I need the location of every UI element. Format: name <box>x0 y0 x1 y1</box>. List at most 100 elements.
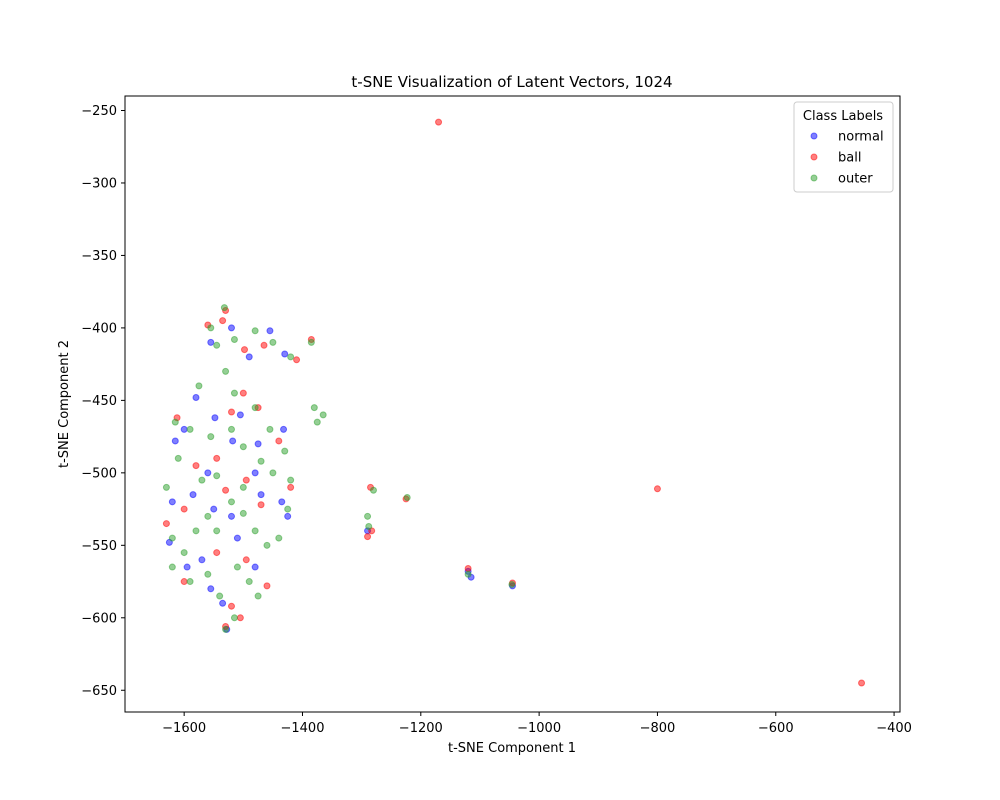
point-ball-25 <box>242 556 250 564</box>
series-normal <box>165 324 516 633</box>
y-tick-label: −650 <box>81 684 117 699</box>
point-outer-10 <box>230 389 238 397</box>
point-normal-2 <box>245 353 253 361</box>
point-ball-32 <box>364 533 372 541</box>
point-outer-38 <box>275 534 283 542</box>
point-ball-20 <box>257 501 265 509</box>
legend: Class Labels normal ball outer <box>793 101 894 193</box>
point-outer-29 <box>168 534 176 542</box>
point-outer-46 <box>230 614 238 622</box>
point-ball-22 <box>162 520 170 528</box>
point-outer-15 <box>319 411 327 419</box>
legend-marker-normal <box>810 132 818 140</box>
point-normal-10 <box>171 437 179 445</box>
legend-label-outer: outer <box>838 172 873 187</box>
point-normal-20 <box>278 498 286 506</box>
point-ball-18 <box>180 505 188 513</box>
legend-label-normal: normal <box>838 130 884 145</box>
point-ball-28 <box>236 614 244 622</box>
point-outer-40 <box>186 578 194 586</box>
legend-label-ball: ball <box>838 151 861 166</box>
point-normal-14 <box>251 469 259 477</box>
point-normal-16 <box>189 491 197 499</box>
y-tick-label: −600 <box>81 611 117 626</box>
point-outer-11 <box>251 404 259 412</box>
point-outer-5 <box>269 338 277 346</box>
point-outer-27 <box>287 476 295 484</box>
series-outer <box>162 304 516 633</box>
point-normal-6 <box>211 414 219 422</box>
point-normal-17 <box>210 505 218 513</box>
point-outer-9 <box>222 367 230 375</box>
point-ball-21 <box>287 483 295 491</box>
point-ball-0 <box>435 118 443 126</box>
y-tick-label: −400 <box>81 321 117 336</box>
point-outer-43 <box>233 563 241 571</box>
point-outer-35 <box>239 509 247 517</box>
point-outer-51 <box>365 522 373 530</box>
point-outer-37 <box>263 541 271 549</box>
point-outer-53 <box>403 493 411 501</box>
y-axis-ticks: −250 −300 −350 −400 −450 −500 −550 −600 −650 <box>81 104 125 699</box>
point-normal-19 <box>257 491 265 499</box>
point-ball-13 <box>239 389 247 397</box>
point-ball-11 <box>227 408 235 416</box>
point-outer-48 <box>281 447 289 455</box>
point-normal-9 <box>280 425 288 433</box>
point-outer-24 <box>213 472 221 480</box>
legend-box <box>793 101 894 193</box>
point-outer-32 <box>204 512 212 520</box>
y-tick-label: −450 <box>81 394 117 409</box>
point-normal-29 <box>251 563 259 571</box>
y-tick-label: −500 <box>81 466 117 481</box>
x-axis-label: t-SNE Component 1 <box>448 741 576 756</box>
point-ball-4 <box>219 317 227 325</box>
point-outer-47 <box>222 625 230 633</box>
point-outer-28 <box>162 483 170 491</box>
point-ball-19 <box>222 486 230 494</box>
y-tick-label: −350 <box>81 249 117 264</box>
point-ball-24 <box>213 549 221 557</box>
point-outer-18 <box>207 433 215 441</box>
point-normal-11 <box>180 425 188 433</box>
y-axis-label: t-SNE Component 2 <box>57 340 72 468</box>
point-normal-5 <box>192 393 200 401</box>
point-outer-1 <box>207 324 215 332</box>
point-normal-15 <box>168 498 176 506</box>
point-outer-17 <box>186 425 194 433</box>
point-outer-13 <box>310 404 318 412</box>
x-tick-label: −600 <box>758 721 794 736</box>
point-outer-6 <box>287 353 295 361</box>
point-normal-1 <box>227 324 235 332</box>
point-outer-4 <box>251 327 259 335</box>
point-outer-22 <box>174 454 182 462</box>
point-normal-26 <box>219 599 227 607</box>
point-outer-20 <box>239 443 247 451</box>
point-normal-24 <box>198 556 206 564</box>
point-outer-3 <box>230 336 238 344</box>
point-outer-52 <box>369 486 377 494</box>
point-normal-13 <box>229 437 237 445</box>
point-outer-16 <box>171 418 179 426</box>
x-tick-label: −1600 <box>162 721 206 736</box>
legend-marker-ball <box>810 153 818 161</box>
point-ball-23 <box>180 578 188 586</box>
point-outer-41 <box>204 570 212 578</box>
point-ball-17 <box>242 476 250 484</box>
point-outer-45 <box>254 592 262 600</box>
point-ball-2 <box>858 679 866 687</box>
point-normal-21 <box>284 512 292 520</box>
point-ball-1 <box>653 485 661 493</box>
point-outer-21 <box>257 457 265 465</box>
point-ball-27 <box>227 602 235 610</box>
point-ball-6 <box>241 346 249 354</box>
points-layer <box>162 118 866 687</box>
point-ball-7 <box>260 341 268 349</box>
point-outer-55 <box>508 580 516 588</box>
y-tick-label: −550 <box>81 539 117 554</box>
x-tick-label: −1200 <box>399 721 443 736</box>
point-outer-36 <box>251 527 259 535</box>
x-tick-label: −1400 <box>280 721 324 736</box>
point-outer-0 <box>220 304 228 312</box>
